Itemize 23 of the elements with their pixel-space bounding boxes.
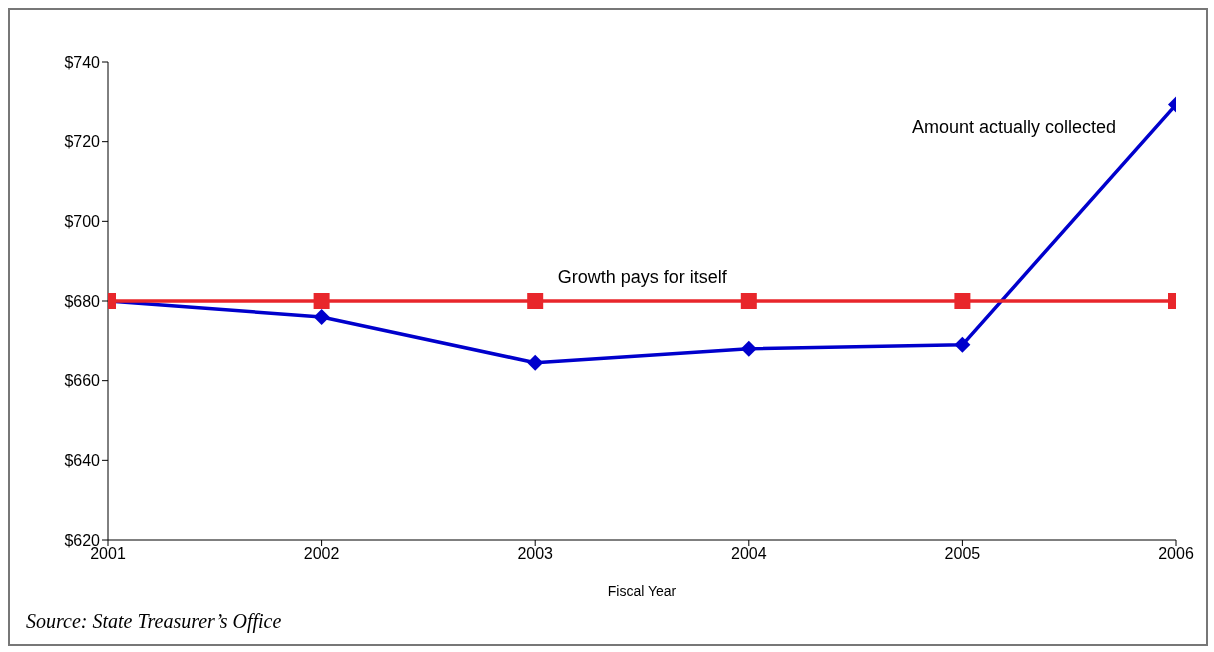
y-tick-label: $680 [64, 292, 101, 310]
x-tick-label: 2005 [944, 545, 981, 563]
x-tick-label: 2003 [517, 545, 554, 563]
point [527, 354, 544, 371]
point [740, 293, 757, 309]
point [954, 293, 971, 309]
x-tick-label: 2006 [1158, 545, 1194, 563]
x-tick-label: 2002 [303, 545, 340, 563]
y-tick-label: $660 [64, 372, 101, 390]
series-label: Amount actually collected [911, 116, 1116, 137]
y-tick-label: $640 [64, 452, 101, 470]
point [954, 336, 971, 353]
point [527, 293, 544, 309]
series-label: Growth pays for itself [557, 267, 728, 287]
y-tick-label: $720 [64, 133, 101, 151]
source-note: Source: State Treasurer’s Office [26, 610, 282, 633]
point [313, 308, 330, 325]
point [313, 293, 330, 309]
x-axis-title: Fiscal Year [607, 583, 677, 599]
y-tick-label: $740 [64, 53, 101, 71]
y-tick-label: $700 [64, 213, 101, 231]
point [740, 340, 757, 357]
x-tick-label: 2004 [731, 545, 767, 563]
